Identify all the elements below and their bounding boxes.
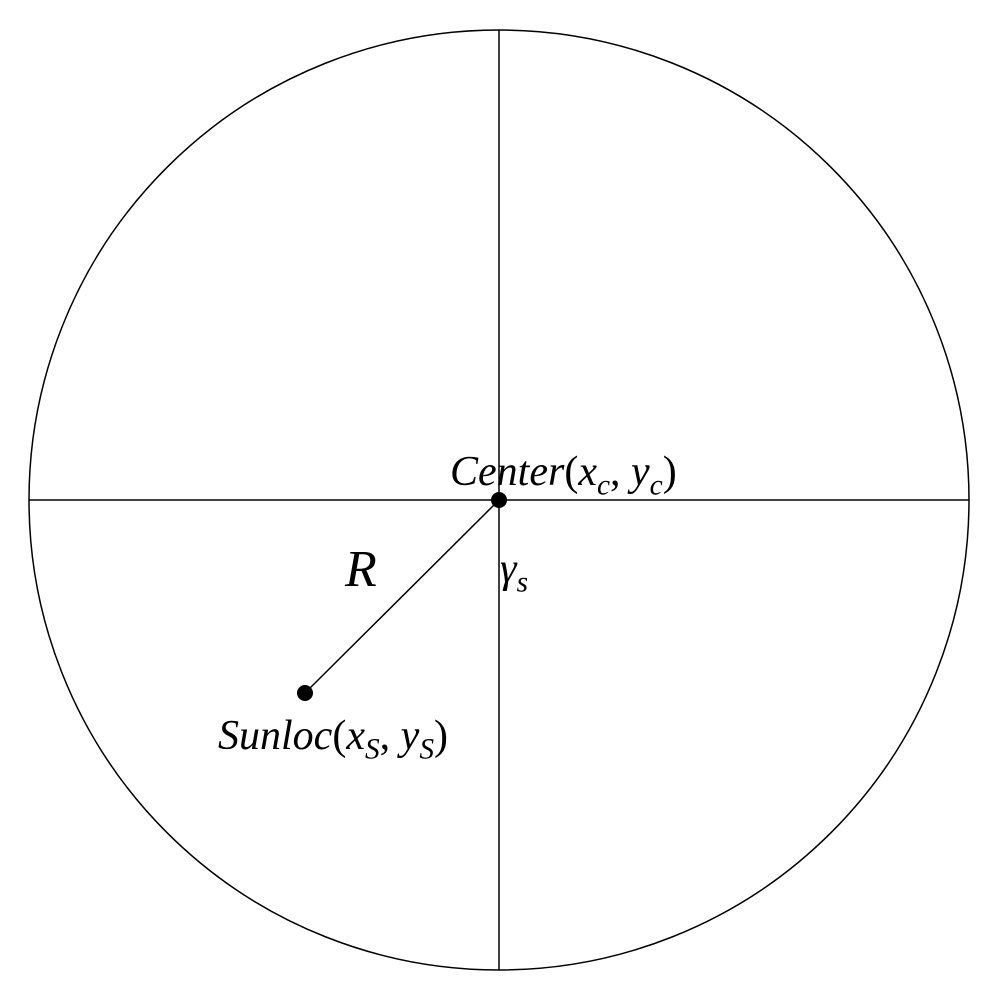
sunloc-x-var: x [346, 713, 365, 759]
gamma-sub: s [517, 566, 528, 598]
center-x-var: x [578, 449, 597, 495]
sunloc-y-sub: S [419, 733, 434, 765]
center-y-var: y [631, 449, 650, 495]
center-label: Center(xc, yc) [450, 448, 677, 502]
radius-label: R [345, 540, 377, 599]
sunloc-x-sub: S [365, 733, 380, 765]
sun-point-dot [297, 685, 313, 701]
gamma-label: γs [500, 545, 528, 599]
sunloc-y-var: y [401, 713, 420, 759]
sunloc-label: Sunloc(xS, yS) [218, 712, 448, 766]
radius-line [305, 500, 499, 693]
center-y-sub: c [650, 469, 663, 501]
center-prefix: Center [450, 449, 564, 495]
diagram-container: Center(xc, yc) Sunloc(xS, yS) R γs [0, 0, 998, 1000]
sunloc-prefix: Sunloc [218, 713, 332, 759]
gamma-base: γ [500, 546, 517, 592]
center-x-sub: c [597, 469, 610, 501]
